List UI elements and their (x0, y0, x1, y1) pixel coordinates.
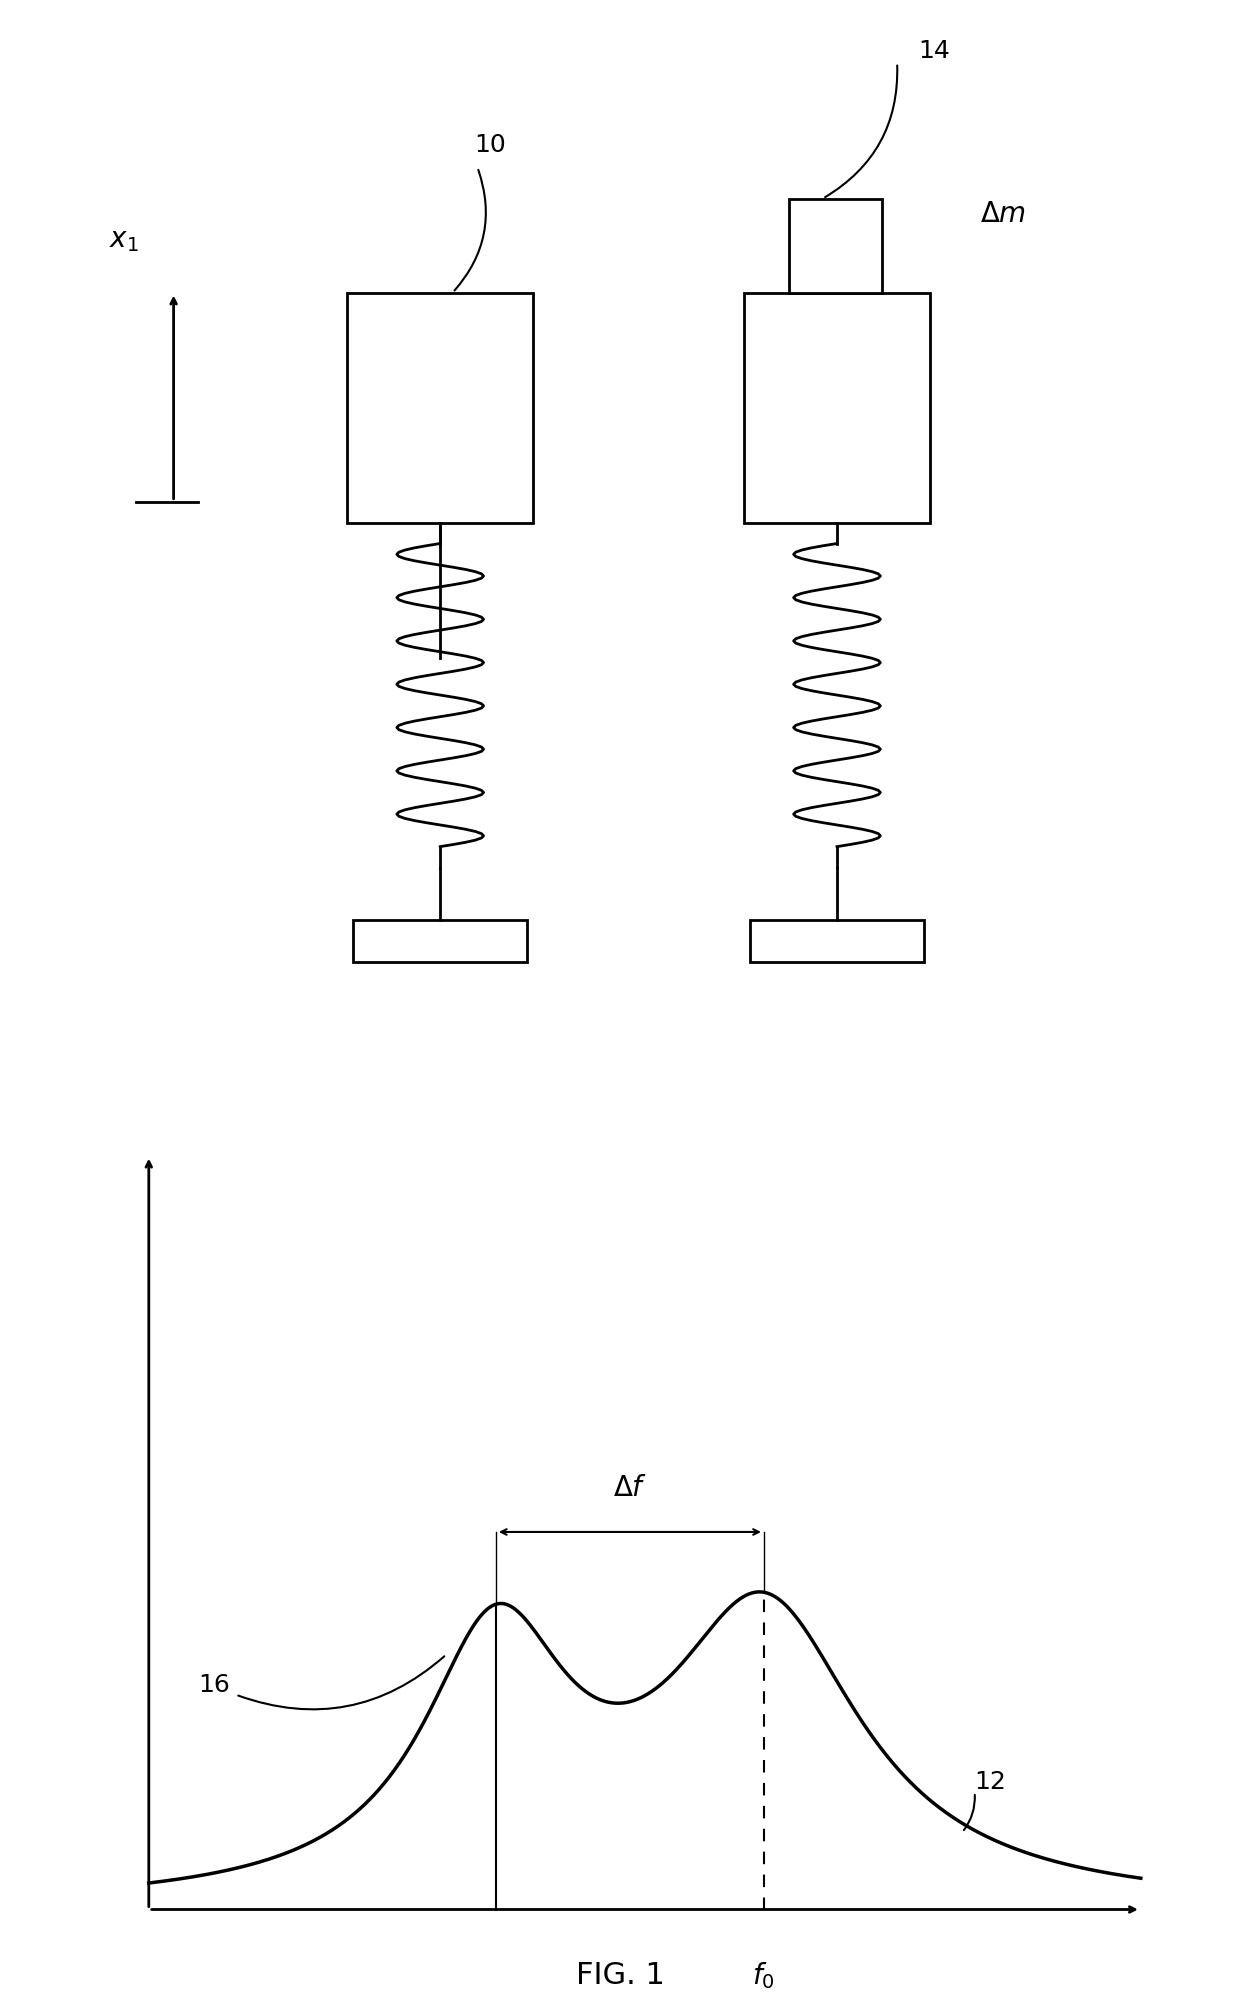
Text: 16: 16 (198, 1672, 231, 1696)
Text: $f_0$: $f_0$ (753, 1960, 775, 1990)
Text: FIG. 1: FIG. 1 (575, 1962, 665, 1990)
Text: $\Delta f$: $\Delta f$ (613, 1475, 647, 1501)
Text: 14: 14 (919, 38, 950, 62)
Text: $\Delta m$: $\Delta m$ (980, 201, 1025, 227)
Text: $x_1$: $x_1$ (109, 227, 139, 253)
Bar (347, 293, 533, 523)
Bar (750, 921, 924, 961)
Bar (353, 921, 527, 961)
Text: 10: 10 (474, 133, 506, 157)
Bar (744, 293, 930, 523)
Text: 12: 12 (975, 1771, 1007, 1795)
Bar (789, 199, 882, 293)
